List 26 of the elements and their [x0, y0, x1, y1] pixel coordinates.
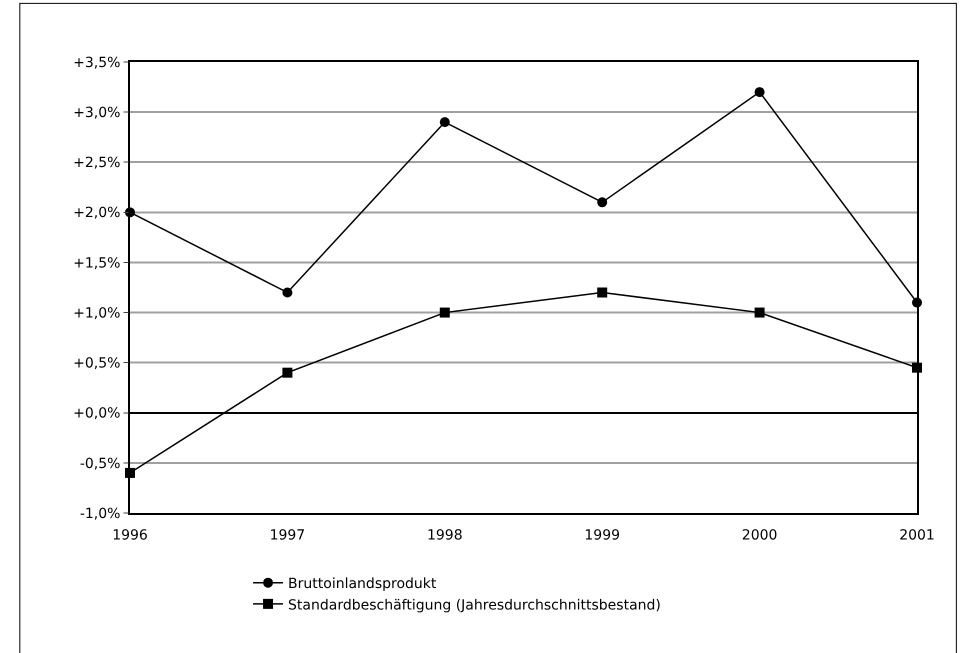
x-tick-label: 1998 — [426, 528, 463, 544]
point — [597, 288, 608, 298]
y-tick-label: +3,0% — [73, 105, 120, 122]
point — [440, 117, 450, 128]
point — [440, 308, 450, 318]
y-tick-label: -1,0% — [80, 506, 120, 522]
y-tick-label: +1,0% — [73, 305, 120, 322]
legend-label: Bruttoinlandsprodukt — [288, 576, 437, 592]
legend-label: Standardbeschäftigung (Jahresdurchschnittsbestand) — [288, 597, 661, 614]
y-tick-label: +2,5% — [73, 155, 120, 172]
point — [754, 308, 765, 318]
y-tick-label: +2,0% — [73, 205, 120, 222]
point — [282, 288, 292, 298]
point — [754, 87, 765, 98]
y-tick-label: +1,5% — [73, 255, 120, 272]
x-tick-label: 2000 — [742, 528, 778, 544]
y-tick-label: +3,5% — [73, 54, 120, 71]
x-tick-label: 2001 — [899, 528, 935, 544]
x-tick-label: 1997 — [270, 528, 306, 544]
y-tick-label: -0,5% — [80, 456, 120, 472]
y-tick-label: +0,0% — [73, 406, 120, 422]
point — [282, 368, 292, 378]
point — [597, 197, 608, 208]
x-tick-label: 1999 — [584, 528, 620, 544]
y-tick-label: +0,5% — [73, 356, 120, 372]
x-tick-label: 1996 — [112, 528, 148, 544]
